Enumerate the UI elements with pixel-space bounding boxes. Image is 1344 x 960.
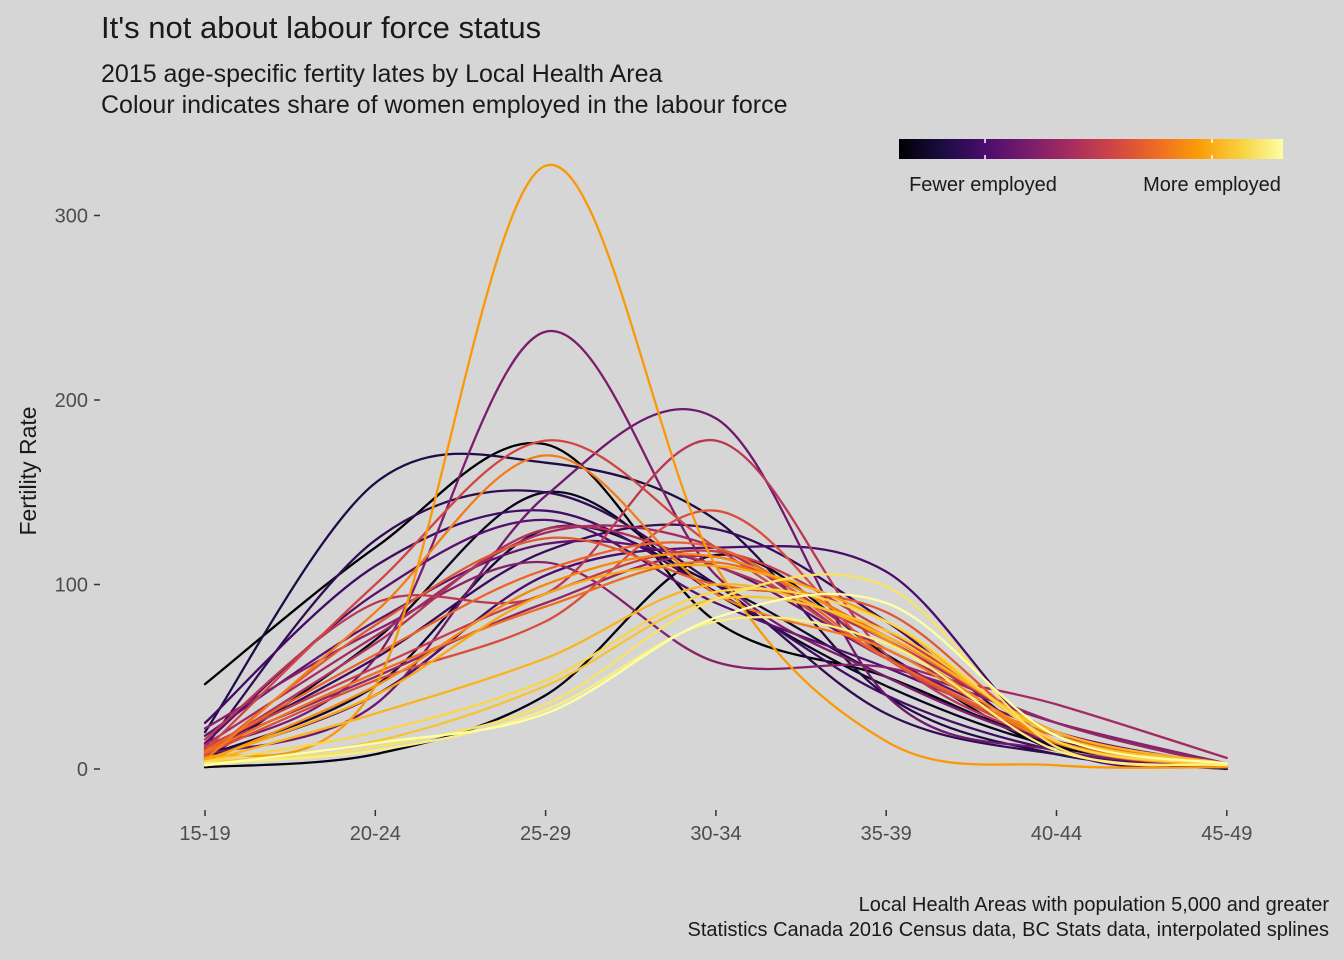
- series-line-29: [203, 583, 1228, 765]
- series-line-12: [203, 407, 1228, 769]
- y-tick-label: 0: [77, 759, 88, 781]
- caption-line-2: Statistics Canada 2016 Census data, BC S…: [687, 919, 1330, 941]
- series-line-3: [203, 490, 1228, 769]
- y-axis-title: Fertility Rate: [15, 406, 41, 535]
- legend-high-label: More employed: [1143, 174, 1281, 196]
- x-tick-label: 20-24: [350, 823, 401, 845]
- x-tick-label: 35-39: [861, 823, 912, 845]
- series-line-33: [203, 616, 1228, 767]
- series-line-31: [203, 587, 1228, 765]
- series-line-6: [203, 489, 1228, 769]
- y-tick-label: 100: [55, 575, 88, 597]
- x-tick-label: 15-19: [179, 823, 230, 845]
- x-axis: 15-19 20-24 25-29 30-34 35-39 40-44 45-49: [179, 810, 1252, 845]
- series-layer: [203, 163, 1228, 771]
- series-line-15: [203, 554, 1228, 767]
- series-line-34: [203, 592, 1228, 767]
- series-line-32: [203, 573, 1228, 767]
- chart-title: It's not about labour force status: [101, 10, 542, 45]
- chart-caption: Local Health Areas with population 5,000…: [688, 893, 1330, 943]
- subtitle-line-1: 2015 age-specific fertity lates by Local…: [101, 60, 663, 88]
- subtitle-line-2: Colour indicates share of women employed…: [101, 91, 788, 119]
- legend-low-label: Fewer employed: [909, 174, 1057, 196]
- y-axis: 0 100 200 300: [55, 206, 100, 781]
- chart-subtitle: 2015 age-specific fertity lates by Local…: [101, 59, 788, 121]
- series-line-25: [203, 454, 1228, 767]
- x-tick-label: 40-44: [1031, 823, 1082, 845]
- x-tick-label: 25-29: [520, 823, 571, 845]
- series-line-9: [203, 545, 1228, 769]
- color-legend: Fewer employed More employed: [899, 139, 1283, 196]
- y-tick-label: 300: [55, 206, 88, 228]
- y-tick-label: 200: [55, 390, 88, 412]
- series-line-27: [203, 163, 1228, 769]
- caption-line-1: Local Health Areas with population 5,000…: [858, 894, 1329, 916]
- series-line-19: [203, 549, 1228, 767]
- series-line-1: [203, 441, 1228, 767]
- legend-color-bar: [899, 139, 1283, 159]
- x-tick-label: 30-34: [690, 823, 741, 845]
- x-tick-label: 45-49: [1201, 823, 1252, 845]
